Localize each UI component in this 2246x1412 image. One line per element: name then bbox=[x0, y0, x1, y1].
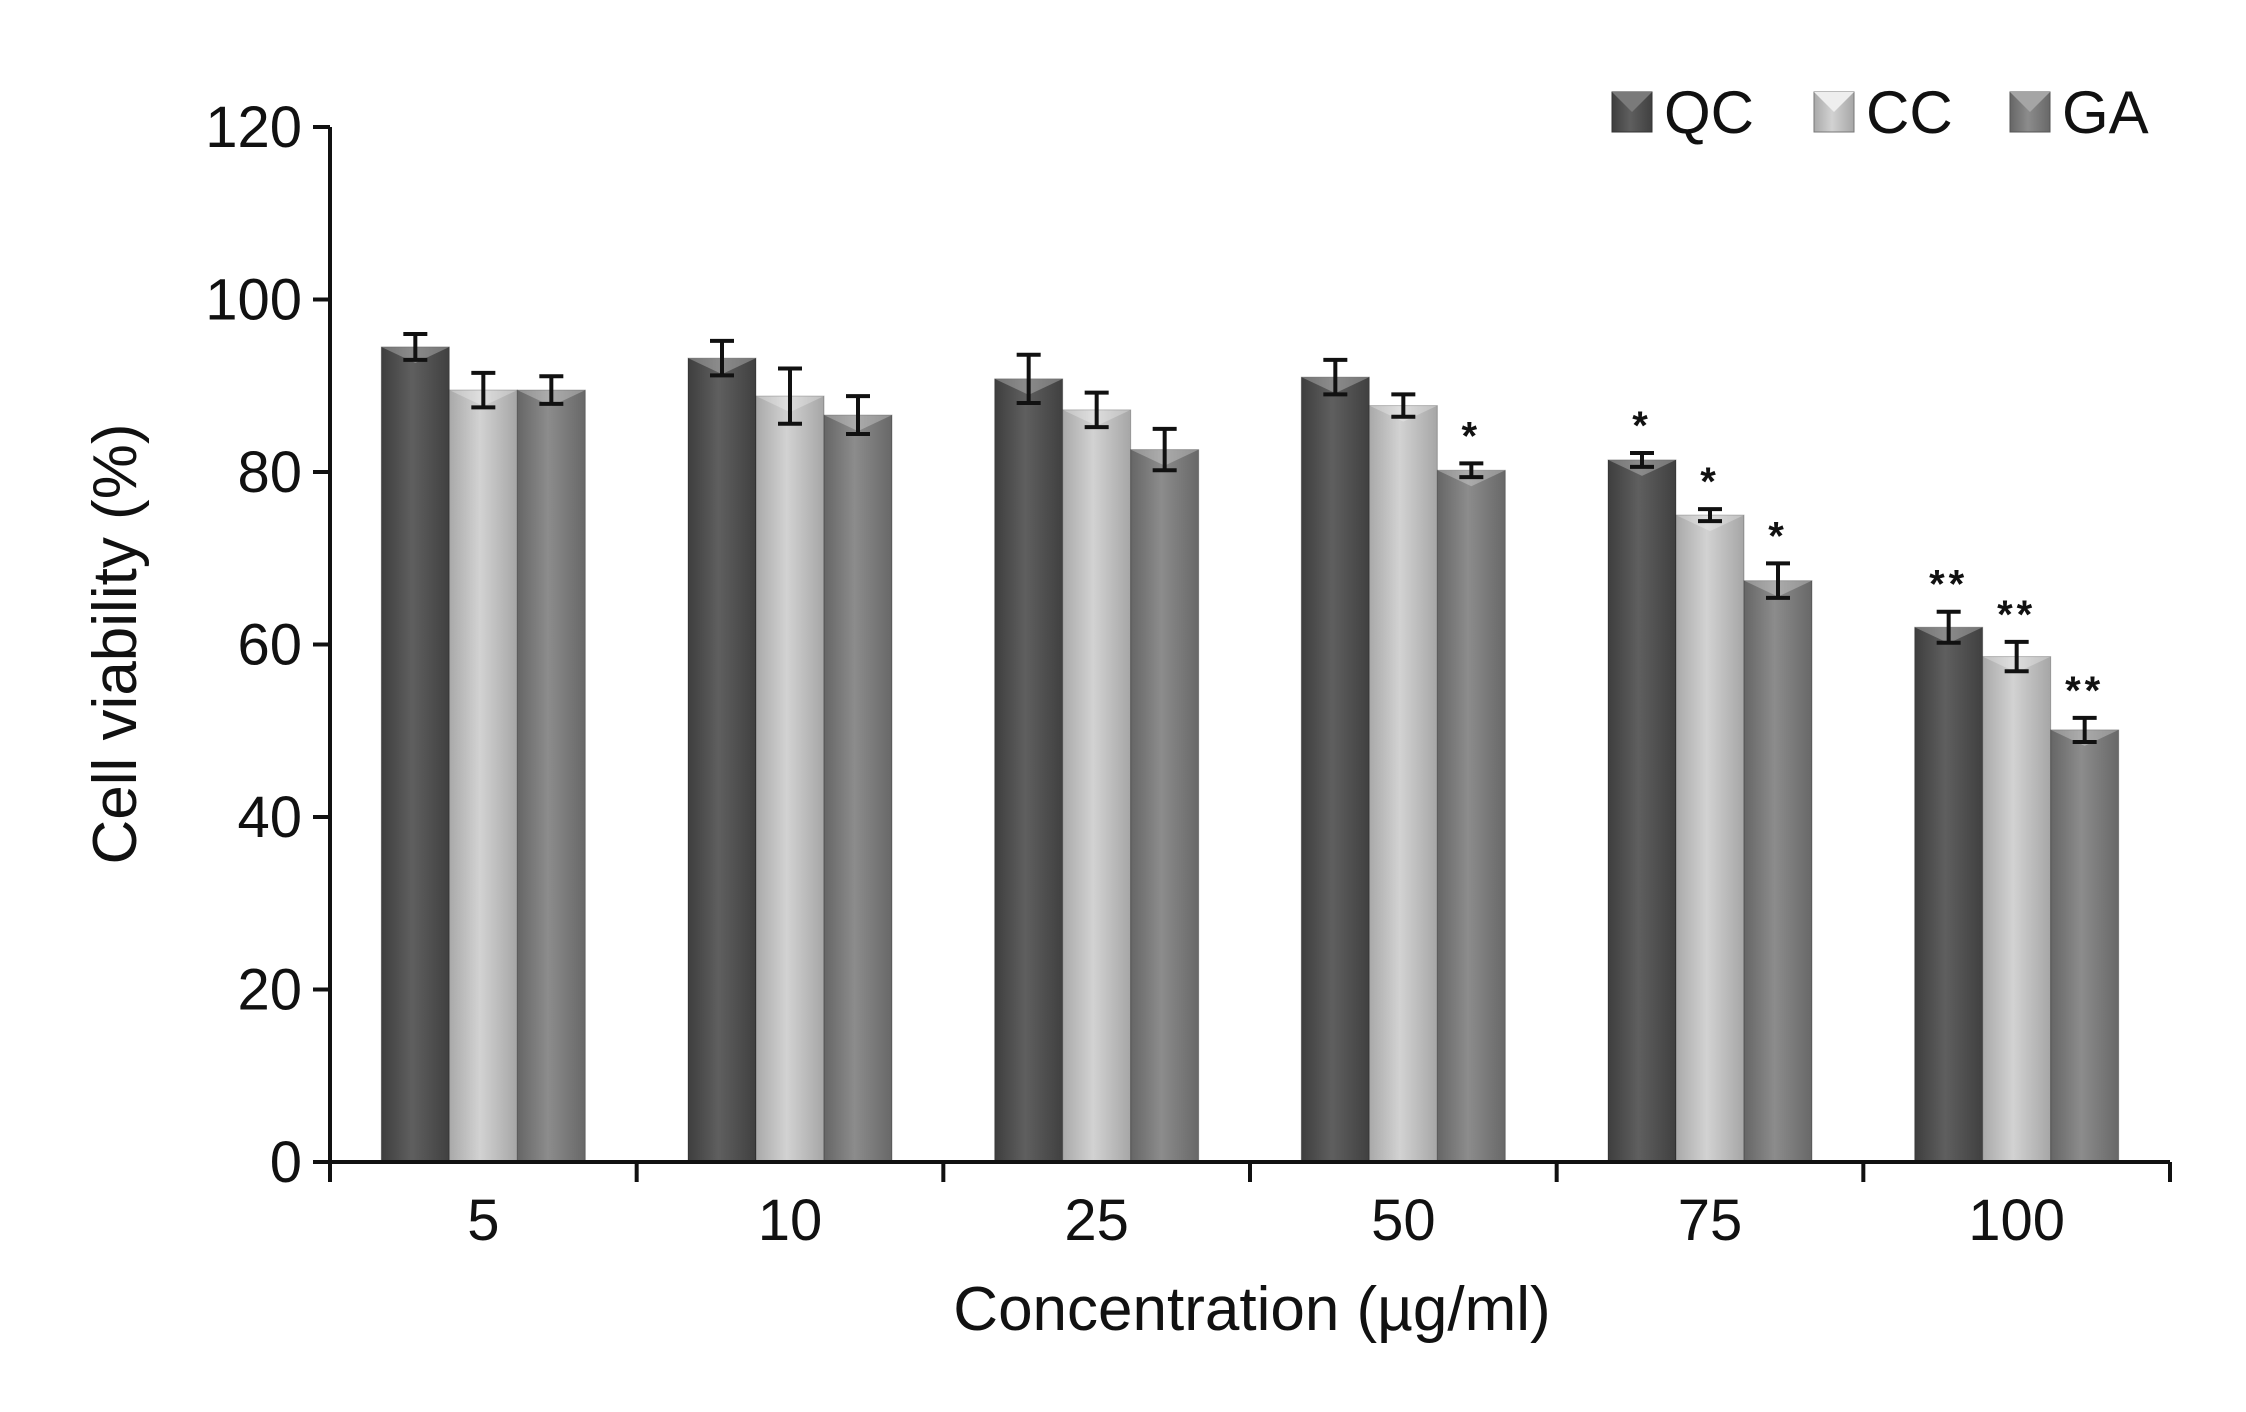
legend-item-cc: CC bbox=[1813, 79, 1953, 146]
significance-marker: ** bbox=[2065, 669, 2104, 713]
legend-item-ga: GA bbox=[2009, 79, 2149, 146]
significance-marker: * bbox=[1768, 514, 1788, 558]
legend-swatch-qc-bevel bbox=[1612, 92, 1652, 112]
bar-ga-25 bbox=[1130, 449, 1200, 1163]
y-axis-title: Cell viability (%) bbox=[81, 424, 150, 865]
bar-cc-5 bbox=[448, 389, 518, 1163]
x-tick-label: 100 bbox=[1968, 1188, 2065, 1253]
legend-label-ga: GA bbox=[2062, 79, 2149, 146]
y-tick-label: 60 bbox=[237, 613, 302, 678]
bar-cc-25 bbox=[1062, 409, 1132, 1163]
bar-ga-50 bbox=[1436, 469, 1506, 1163]
x-tick-label: 10 bbox=[758, 1188, 823, 1253]
y-tick-label: 80 bbox=[237, 440, 302, 505]
bar-cc-75 bbox=[1675, 514, 1745, 1163]
legend-label-qc: QC bbox=[1664, 79, 1754, 146]
bar-qc-10 bbox=[687, 357, 757, 1163]
x-tick-label: 25 bbox=[1064, 1188, 1129, 1253]
x-tick-label: 5 bbox=[467, 1188, 499, 1253]
bar-ga-75 bbox=[1743, 580, 1813, 1163]
x-axis-title: Concentration (µg/ml) bbox=[953, 1275, 1550, 1344]
bar-qc-50 bbox=[1300, 376, 1370, 1163]
x-tick-label: 75 bbox=[1678, 1188, 1743, 1253]
bar-qc-100 bbox=[1914, 626, 1984, 1163]
significance-marker: * bbox=[1462, 414, 1482, 458]
bar-qc-25 bbox=[994, 378, 1064, 1163]
significance-marker: ** bbox=[1929, 563, 1968, 607]
bar-cc-100 bbox=[1982, 656, 2052, 1163]
legend-item-qc: QC bbox=[1611, 79, 1754, 146]
y-tick-label: 0 bbox=[270, 1130, 302, 1195]
y-tick-label: 20 bbox=[237, 958, 302, 1023]
significance-marker: ** bbox=[1997, 593, 2036, 637]
bar-cc-50 bbox=[1368, 405, 1438, 1163]
legend: QC CC GA bbox=[1611, 79, 2149, 146]
y-tick-label: 40 bbox=[237, 785, 302, 850]
bar-qc-75 bbox=[1607, 459, 1677, 1163]
y-tick-label: 100 bbox=[205, 268, 302, 333]
legend-label-cc: CC bbox=[1866, 79, 1953, 146]
bar-ga-5 bbox=[516, 389, 586, 1163]
y-tick-label: 120 bbox=[205, 95, 302, 160]
bar-ga-10 bbox=[823, 414, 893, 1163]
legend-swatch-ga-bevel bbox=[2010, 92, 2050, 112]
bar-cc-10 bbox=[755, 395, 825, 1163]
significance-marker: * bbox=[1632, 404, 1652, 448]
bar-ga-100 bbox=[2050, 729, 2120, 1163]
x-tick-label: 50 bbox=[1371, 1188, 1436, 1253]
legend-swatch-cc-bevel bbox=[1814, 92, 1854, 112]
significance-marker: * bbox=[1700, 460, 1720, 504]
bar-qc-5 bbox=[380, 346, 450, 1163]
